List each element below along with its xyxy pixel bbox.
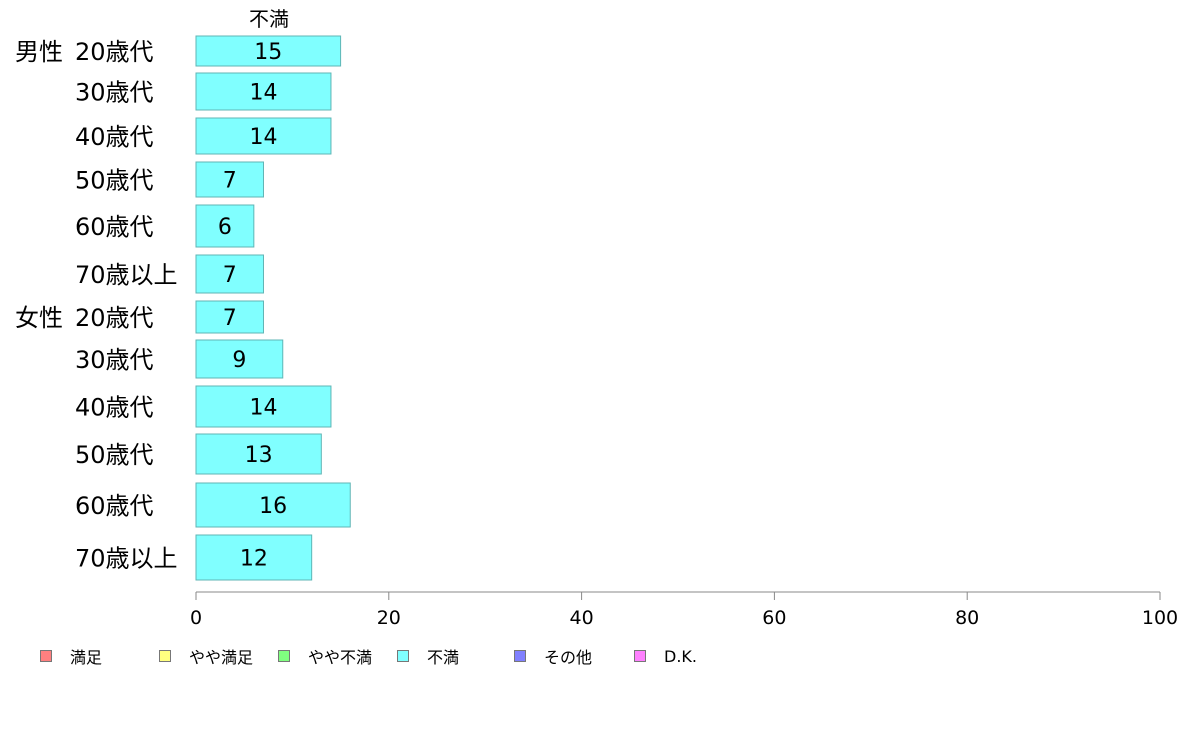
category-label: 30歳代: [75, 346, 154, 374]
category-label: 70歳以上: [75, 545, 178, 573]
bar-value-label: 16: [259, 494, 287, 519]
legend-label-somewhat-dissatisfied: やや不満: [308, 648, 373, 667]
x-tick-label: 0: [190, 607, 202, 629]
legend-label-somewhat-satisfied: やや満足: [189, 648, 254, 667]
bar: [195, 385, 332, 428]
bar-value-label: 13: [245, 443, 273, 468]
bar: [195, 204, 255, 248]
category-label: 20歳代: [75, 38, 154, 66]
category-label: 60歳代: [75, 213, 154, 241]
legend-label-dk: D.K.: [664, 646, 697, 666]
legend-swatch-somewhat-dissatisfied: [278, 650, 290, 662]
legend-item-somewhat-dissatisfied: やや不満: [278, 645, 372, 667]
bar-value-label: 7: [223, 263, 237, 288]
category-label: 50歳代: [75, 167, 154, 195]
legend-item-somewhat-satisfied: やや満足: [159, 645, 253, 667]
x-tick-label: 20: [377, 607, 401, 629]
legend-item-dk: D.K.: [634, 645, 697, 667]
bar: [195, 534, 313, 581]
bar: [195, 433, 322, 475]
bar: [195, 339, 284, 379]
legend-item-dissatisfied: 不満: [397, 645, 459, 667]
legend-item-satisfied: 満足: [40, 645, 102, 667]
bar-value-label: 9: [232, 348, 246, 373]
x-tick-label: 100: [1142, 607, 1178, 629]
bar-value-label: 7: [223, 306, 237, 331]
category-label: 40歳代: [75, 394, 154, 422]
legend-label-other: その他: [544, 648, 593, 667]
category-label: 40歳代: [75, 123, 154, 151]
legend-item-other: その他: [514, 645, 592, 667]
x-tick-label: 40: [570, 607, 594, 629]
legend-swatch-somewhat-satisfied: [159, 650, 171, 662]
bar: [195, 254, 264, 294]
category-label: 50歳代: [75, 441, 154, 469]
bar-value-label: 14: [249, 396, 277, 421]
legend-swatch-dk: [634, 650, 646, 662]
legend-label-dissatisfied: 不満: [427, 648, 460, 667]
bar-value-label: 6: [218, 215, 232, 240]
group-label: 女性: [15, 304, 63, 332]
bar: [195, 117, 332, 155]
x-tick-label: 80: [955, 607, 979, 629]
bar-value-label: 15: [254, 40, 282, 65]
legend-label-satisfied: 満足: [70, 648, 103, 667]
bar: [195, 300, 264, 334]
category-label: 60歳代: [75, 492, 154, 520]
x-tick-label: 60: [762, 607, 786, 629]
group-label: 男性: [15, 38, 63, 66]
bar-value-label: 12: [240, 547, 268, 572]
legend-swatch-dissatisfied: [397, 650, 409, 662]
bar: [195, 161, 264, 198]
bar: [195, 72, 332, 111]
legend: 満足 やや満足 やや不満 不満 その他 D.K.: [40, 645, 740, 669]
legend-swatch-satisfied: [40, 650, 52, 662]
category-label: 20歳代: [75, 304, 154, 332]
bar: [195, 35, 342, 67]
bar-value-label: 14: [249, 81, 277, 106]
bar-value-label: 7: [223, 169, 237, 194]
category-label: 30歳代: [75, 79, 154, 107]
chart-title: 不満: [249, 7, 289, 31]
legend-swatch-other: [514, 650, 526, 662]
category-label: 70歳以上: [75, 261, 178, 289]
bar: [195, 482, 351, 528]
bar-value-label: 14: [249, 125, 277, 150]
